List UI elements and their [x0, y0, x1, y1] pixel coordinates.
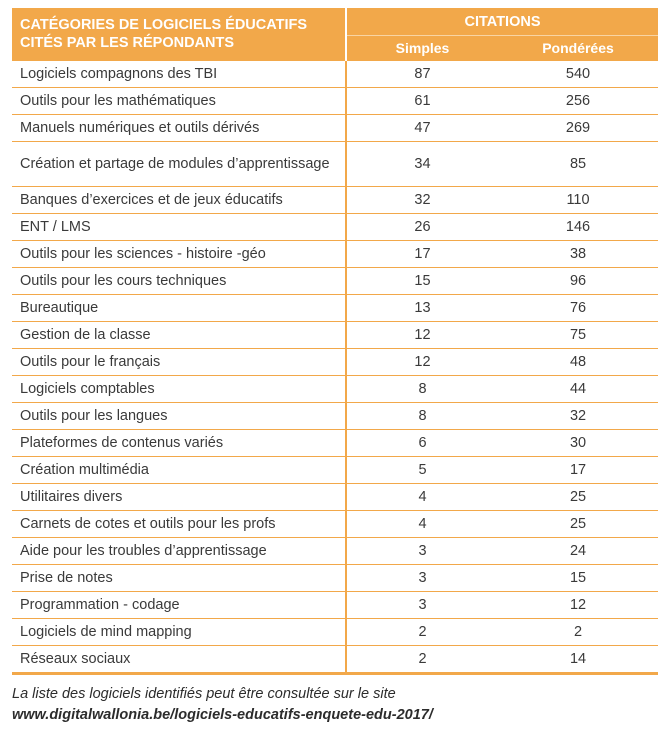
simple-count-cell: 34: [346, 141, 498, 187]
table-row: Logiciels de mind mapping 2 2: [12, 618, 659, 646]
simple-count-cell: 2: [346, 618, 498, 646]
simple-count-cell: 3: [346, 591, 498, 619]
category-cell: Logiciels compagnons des TBI: [12, 60, 347, 88]
category-cell: Carnets de cotes et outils pour les prof…: [12, 510, 347, 538]
weighted-count-cell: 2: [498, 618, 659, 646]
weighted-count-cell: 25: [498, 483, 659, 511]
weighted-count-cell: 24: [498, 537, 659, 565]
table-row: ENT / LMS 26 146: [12, 213, 659, 241]
table-row: Création multimédia 5 17: [12, 456, 659, 484]
table-row: Logiciels compagnons des TBI 87 540: [12, 60, 659, 88]
table-row: Outils pour les mathématiques 61 256: [12, 87, 659, 115]
table-row: Utilitaires divers 4 25: [12, 483, 659, 511]
simple-count-cell: 3: [346, 564, 498, 592]
simple-count-cell: 4: [346, 510, 498, 538]
category-cell: Création multimédia: [12, 456, 347, 484]
category-cell: Logiciels comptables: [12, 375, 347, 403]
weighted-count-cell: 540: [498, 60, 659, 88]
footnote-text: La liste des logiciels identifiés peut ê…: [12, 686, 396, 702]
category-cell: Programmation - codage: [12, 591, 347, 619]
weighted-count-cell: 146: [498, 213, 659, 241]
simple-count-cell: 17: [346, 240, 498, 268]
weighted-column-header: Pondérées: [498, 35, 659, 61]
weighted-count-cell: 44: [498, 375, 659, 403]
simple-count-cell: 2: [346, 645, 498, 675]
software-categories-table: CATÉGORIES DE LOGICIELS ÉDUCATIFS CITÉS …: [12, 8, 659, 675]
simple-count-cell: 12: [346, 321, 498, 349]
category-cell: Gestion de la classe: [12, 321, 347, 349]
simple-count-cell: 4: [346, 483, 498, 511]
weighted-count-cell: 38: [498, 240, 659, 268]
table-row: Outils pour le français 12 48: [12, 348, 659, 376]
weighted-count-cell: 32: [498, 402, 659, 430]
simple-count-cell: 8: [346, 375, 498, 403]
weighted-count-cell: 75: [498, 321, 659, 349]
category-cell: Outils pour les sciences - histoire -géo: [12, 240, 347, 268]
category-cell: ENT / LMS: [12, 213, 347, 241]
category-cell: Outils pour les mathématiques: [12, 87, 347, 115]
category-cell: Prise de notes: [12, 564, 347, 592]
table-row: Manuels numériques et outils dérivés 47 26…: [12, 114, 659, 142]
table-row: Gestion de la classe 12 75: [12, 321, 659, 349]
weighted-count-cell: 17: [498, 456, 659, 484]
category-cell: Aide pour les troubles d’apprentissage: [12, 537, 347, 565]
table-row: Aide pour les troubles d’apprentissage 3 2…: [12, 537, 659, 565]
simple-count-cell: 13: [346, 294, 498, 322]
weighted-count-cell: 76: [498, 294, 659, 322]
simple-count-cell: 3: [346, 537, 498, 565]
category-cell: Création et partage de modules d’apprent…: [12, 141, 347, 187]
simple-count-cell: 47: [346, 114, 498, 142]
table-row: Plateformes de contenus variés 6 30: [12, 429, 659, 457]
weighted-count-cell: 48: [498, 348, 659, 376]
simple-count-cell: 61: [346, 87, 498, 115]
simple-count-cell: 5: [346, 456, 498, 484]
table-row: Outils pour les sciences - histoire -géo…: [12, 240, 659, 268]
category-cell: Outils pour les cours techniques: [12, 267, 347, 295]
weighted-count-cell: 14: [498, 645, 659, 675]
simple-count-cell: 8: [346, 402, 498, 430]
table-row: Réseaux sociaux 2 14: [12, 645, 659, 675]
footnote: La liste des logiciels identifiés peut ê…: [12, 684, 658, 726]
weighted-count-cell: 269: [498, 114, 659, 142]
table-row: Création et partage de modules d’apprent…: [12, 141, 659, 187]
footnote-url-link[interactable]: www.digitalwallonia.be/logiciels-educati…: [12, 707, 433, 723]
software-table-container: CATÉGORIES DE LOGICIELS ÉDUCATIFS CITÉS …: [12, 8, 659, 675]
simple-count-cell: 26: [346, 213, 498, 241]
table-row: Outils pour les cours techniques 15 96: [12, 267, 659, 295]
citations-header: CITATIONS: [346, 8, 659, 36]
simple-count-cell: 12: [346, 348, 498, 376]
table-row: Banques d’exercices et de jeux éducatifs…: [12, 186, 659, 214]
category-cell: Outils pour les langues: [12, 402, 347, 430]
weighted-count-cell: 96: [498, 267, 659, 295]
category-cell: Manuels numériques et outils dérivés: [12, 114, 347, 142]
category-cell: Utilitaires divers: [12, 483, 347, 511]
simple-count-cell: 87: [346, 60, 498, 88]
category-cell: Réseaux sociaux: [12, 645, 347, 675]
table-body: Logiciels compagnons des TBI 87 540 Outils …: [12, 60, 659, 675]
weighted-count-cell: 30: [498, 429, 659, 457]
weighted-count-cell: 256: [498, 87, 659, 115]
weighted-count-cell: 85: [498, 141, 659, 187]
category-cell: Outils pour le français: [12, 348, 347, 376]
category-column-header: CATÉGORIES DE LOGICIELS ÉDUCATIFS CITÉS …: [12, 8, 347, 61]
weighted-count-cell: 25: [498, 510, 659, 538]
simple-count-cell: 32: [346, 186, 498, 214]
table-row: Prise de notes 3 15: [12, 564, 659, 592]
simple-column-header: Simples: [346, 35, 498, 61]
weighted-count-cell: 110: [498, 186, 659, 214]
simple-count-cell: 6: [346, 429, 498, 457]
table-row: Carnets de cotes et outils pour les prof…: [12, 510, 659, 538]
table-row: Outils pour les langues 8 32: [12, 402, 659, 430]
simple-count-cell: 15: [346, 267, 498, 295]
weighted-count-cell: 12: [498, 591, 659, 619]
table-row: Programmation - codage 3 12: [12, 591, 659, 619]
category-cell: Plateformes de contenus variés: [12, 429, 347, 457]
category-cell: Bureautique: [12, 294, 347, 322]
table-row: Logiciels comptables 8 44: [12, 375, 659, 403]
category-cell: Banques d’exercices et de jeux éducatifs: [12, 186, 347, 214]
table-row: Bureautique 13 76: [12, 294, 659, 322]
category-cell: Logiciels de mind mapping: [12, 618, 347, 646]
weighted-count-cell: 15: [498, 564, 659, 592]
